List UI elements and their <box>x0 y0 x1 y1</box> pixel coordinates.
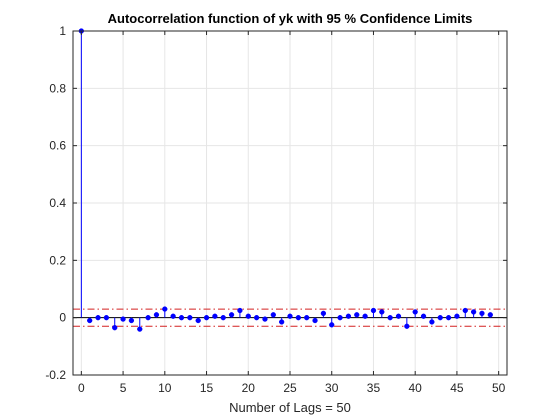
stem-marker <box>429 319 435 325</box>
stem-marker <box>320 310 327 317</box>
stem-marker <box>220 315 226 321</box>
stem-marker <box>128 317 135 324</box>
stem-marker <box>279 319 285 325</box>
chart-title: Autocorrelation function of yk with 95 %… <box>108 11 473 26</box>
x-axis-label: Number of Lags = 50 <box>229 400 351 415</box>
y-tick-label: 0.2 <box>49 253 66 267</box>
stem-marker <box>145 315 151 321</box>
y-tick-label: 0 <box>59 311 66 325</box>
stem-marker <box>262 316 268 322</box>
x-tick-label: 0 <box>78 381 85 395</box>
y-tick-label: 0.4 <box>49 196 66 210</box>
stem-marker <box>387 315 393 321</box>
stem-marker <box>379 309 385 315</box>
stem-series <box>78 28 493 332</box>
stem-marker <box>295 315 301 321</box>
y-tick-label: -0.2 <box>45 368 66 382</box>
y-tick-labels: -0.2 0 0.2 0.4 0.6 0.8 1 <box>45 24 66 382</box>
y-tick-label: 1 <box>59 24 66 38</box>
stem-marker <box>445 315 452 321</box>
stem-marker <box>345 313 352 319</box>
x-tick-label: 15 <box>200 381 214 395</box>
stem-marker <box>487 312 493 318</box>
axes-box <box>72 30 508 376</box>
stem-marker <box>329 322 335 328</box>
stem-marker <box>95 315 101 321</box>
stem-marker <box>228 312 235 318</box>
y-tick-label: 0.6 <box>49 139 66 153</box>
x-tick-label: 45 <box>450 381 464 395</box>
stem-marker <box>237 307 243 314</box>
stem-marker <box>420 313 427 319</box>
x-tick-labels: 0 5 10 15 20 25 30 35 40 45 50 <box>78 381 506 395</box>
stem-marker <box>370 307 377 314</box>
stem-marker <box>103 315 110 321</box>
stem-marker <box>137 326 143 332</box>
stem-marker <box>245 313 251 319</box>
x-tick-label: 20 <box>242 381 256 395</box>
x-tick-label: 5 <box>120 381 127 395</box>
stem-marker <box>170 313 176 319</box>
stem-marker <box>178 315 185 321</box>
stem-marker <box>437 315 443 321</box>
x-tick-label: 30 <box>325 381 339 395</box>
stem-marker <box>362 313 368 319</box>
stem-marker <box>162 306 168 312</box>
stem-marker <box>203 315 210 321</box>
x-tick-label: 25 <box>283 381 297 395</box>
stem-marker <box>337 315 343 321</box>
stem-marker <box>212 313 218 319</box>
x-tick-label: 40 <box>409 381 423 395</box>
stem-marker <box>187 315 193 321</box>
stem-marker <box>479 310 485 317</box>
grid-lines <box>73 30 507 376</box>
x-tick-label: 35 <box>367 381 381 395</box>
stem-marker <box>195 317 201 324</box>
stem-marker <box>454 313 460 319</box>
stem-marker <box>112 325 118 331</box>
stem-marker <box>404 323 410 329</box>
stem-marker <box>153 312 160 318</box>
stem-marker <box>395 313 402 319</box>
stem-marker <box>270 312 276 318</box>
stem-marker <box>462 307 468 314</box>
stem-marker <box>412 309 418 315</box>
x-tick-label: 10 <box>158 381 172 395</box>
stem-marker <box>354 312 360 318</box>
stem-marker <box>304 315 310 321</box>
stem-marker <box>287 313 293 319</box>
x-tick-label: 50 <box>492 381 506 395</box>
stem-marker <box>312 317 318 324</box>
stem-marker <box>470 309 477 315</box>
stem-marker <box>253 315 260 321</box>
stem-marker <box>87 317 93 324</box>
stem-marker <box>120 316 126 322</box>
y-tick-label: 0.8 <box>49 81 66 95</box>
